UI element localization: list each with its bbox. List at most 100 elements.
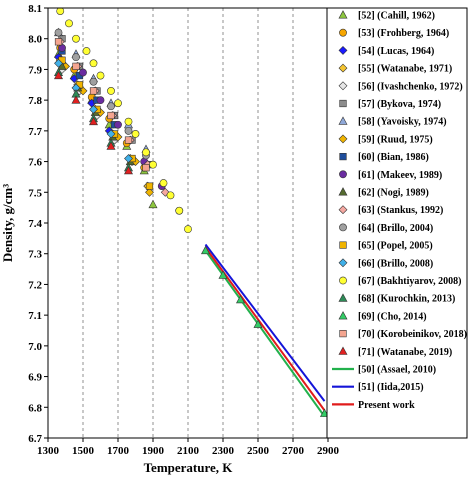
data-point bbox=[82, 47, 91, 55]
data-point bbox=[107, 102, 115, 111]
data-point bbox=[114, 120, 122, 129]
legend-label: [66] (Brillo, 2008) bbox=[358, 258, 433, 269]
y-tick-label: 7.1 bbox=[28, 310, 42, 322]
y-tick-label: 7.6 bbox=[28, 157, 42, 169]
y-tick-label: 7.8 bbox=[28, 95, 42, 107]
legend-marker bbox=[338, 293, 348, 302]
fit-line bbox=[204, 243, 326, 402]
legend-marker bbox=[339, 99, 347, 108]
x-tick-labels: 1300 1500 1700 1900 2100 2300 2500 2700 2900 bbox=[37, 445, 340, 457]
data-point bbox=[124, 154, 133, 163]
data-point bbox=[53, 70, 64, 80]
y-tick-label: 6.8 bbox=[28, 402, 42, 414]
legend-label: [58] (Yavoisky, 1974) bbox=[358, 117, 447, 128]
data-point bbox=[166, 191, 175, 200]
data-point bbox=[175, 206, 184, 215]
fit-lines bbox=[204, 243, 326, 418]
legend-marker bbox=[339, 223, 347, 232]
data-point bbox=[145, 187, 154, 197]
data-point bbox=[124, 117, 133, 126]
data-point bbox=[72, 62, 80, 70]
x-tick-label: 2300 bbox=[212, 445, 235, 457]
legend-marker bbox=[338, 205, 348, 215]
legend: [52] (Cahill, 1962) [53] (Frohberg, 1964)… bbox=[332, 10, 467, 411]
legend-marker bbox=[338, 45, 348, 55]
data-point bbox=[218, 270, 228, 279]
data-points bbox=[53, 8, 328, 417]
data-point bbox=[79, 68, 87, 77]
data-point bbox=[89, 87, 98, 95]
data-point bbox=[96, 96, 105, 105]
legend-label: [61] (Makeev, 1989) bbox=[358, 170, 442, 181]
legend-marker bbox=[338, 258, 348, 268]
legend-label: [71] (Watanabe, 2019) bbox=[358, 347, 452, 358]
data-point bbox=[107, 111, 115, 120]
legend-label: [67] (Bakhtiyarov, 2008) bbox=[358, 276, 461, 287]
legend-marker bbox=[338, 134, 348, 144]
x-tick-label: 1900 bbox=[142, 445, 165, 457]
data-point bbox=[88, 116, 99, 126]
legend-label: [55] (Watanabe, 1971) bbox=[358, 64, 452, 75]
legend-marker bbox=[338, 63, 348, 73]
y-tick-label: 6.7 bbox=[28, 433, 42, 445]
data-point bbox=[71, 95, 81, 104]
data-point bbox=[149, 160, 157, 169]
legend-marker bbox=[339, 329, 347, 338]
legend-label: [51] (Iida,2015) bbox=[358, 382, 424, 393]
data-point bbox=[131, 130, 140, 138]
legend-marker bbox=[338, 311, 348, 320]
y-tick-label: 7.9 bbox=[28, 64, 42, 76]
y-tick-labels: 6.7 6.8 6.9 7.0 7.1 7.2 7.3 7.4 7.5 7.6 7.7 7.8 7.9 8… bbox=[28, 3, 42, 445]
x-tick-label: 1500 bbox=[72, 445, 95, 457]
legend-marker bbox=[338, 116, 348, 125]
y-tick-label: 7.2 bbox=[28, 279, 42, 291]
legend-label: [56] (Ivashchenko, 1972) bbox=[358, 81, 463, 92]
legend-marker bbox=[339, 170, 347, 179]
grid-lines bbox=[44, 7, 329, 442]
y-axis-label: Density, g/cm³ bbox=[0, 184, 15, 262]
legend-marker bbox=[338, 187, 348, 196]
data-point bbox=[89, 104, 98, 114]
legend-label: [52] (Cahill, 1962) bbox=[358, 11, 435, 22]
legend-label: [68] (Kurochkin, 2013) bbox=[358, 294, 455, 305]
x-tick-label: 2500 bbox=[247, 445, 270, 457]
data-point bbox=[65, 19, 73, 28]
legend-label: [70] (Korobeinikov, 2018) bbox=[358, 329, 467, 340]
data-point bbox=[54, 38, 63, 46]
data-point bbox=[148, 199, 158, 209]
legend-box bbox=[326, 7, 468, 439]
data-point bbox=[96, 71, 105, 80]
legend-label: [60] (Bian, 1986) bbox=[358, 152, 429, 163]
legend-label: [65] (Popel, 2005) bbox=[358, 241, 433, 252]
legend-label: [62] (Nogi, 1989) bbox=[358, 188, 429, 199]
x-tick-label: 2900 bbox=[317, 445, 340, 457]
legend-marker bbox=[339, 28, 347, 37]
legend-label: [53] (Frohberg, 1964) bbox=[358, 28, 449, 39]
legend-marker bbox=[338, 81, 348, 91]
data-point bbox=[124, 136, 133, 144]
plot-area-frame bbox=[47, 7, 329, 439]
data-point bbox=[72, 34, 80, 43]
data-point bbox=[56, 8, 65, 15]
y-tick-label: 7.5 bbox=[28, 187, 42, 199]
data-point bbox=[54, 58, 63, 68]
legend-label: [64] (Brillo, 2004) bbox=[358, 223, 433, 234]
data-point bbox=[200, 245, 211, 255]
data-point bbox=[72, 53, 80, 62]
x-tick-label: 2700 bbox=[282, 445, 305, 457]
data-point bbox=[253, 319, 263, 328]
y-tick-label: 8.1 bbox=[28, 3, 42, 15]
y-tick-label: 8.0 bbox=[28, 34, 42, 46]
data-point bbox=[106, 129, 116, 139]
legend-label: [57] (Bykova, 1974) bbox=[358, 99, 441, 110]
data-point bbox=[89, 77, 98, 86]
y-tick-label: 7.0 bbox=[28, 341, 42, 353]
x-axis-label: Temperature, K bbox=[144, 460, 234, 475]
data-point bbox=[124, 126, 133, 135]
data-point bbox=[123, 165, 134, 175]
legend-marker bbox=[339, 241, 347, 249]
x-tick-label: 2100 bbox=[177, 445, 200, 457]
x-tick-label: 1300 bbox=[37, 445, 60, 457]
data-point bbox=[114, 99, 122, 108]
